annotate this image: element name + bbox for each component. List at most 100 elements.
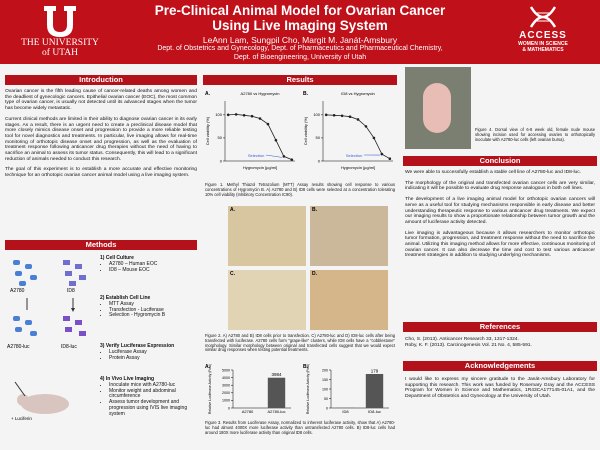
y-tick-label: 50: [316, 135, 321, 140]
y-tick-label: 0: [228, 406, 230, 410]
panel-label: A.: [205, 364, 211, 370]
step-item: Monitor weight and abdominal circumferen…: [109, 388, 197, 401]
value-label: 179: [371, 368, 379, 373]
panel-label: B.: [303, 364, 309, 370]
step-item: Transfection - Luciferase: [109, 307, 197, 314]
data-point: [340, 114, 344, 118]
title-block: Pre-Clinical Animal Model for Ovarian Ca…: [120, 3, 480, 62]
chart-title: A2780 vs Hygromycin: [241, 91, 280, 96]
data-point: [282, 155, 286, 158]
y-tick-label: 200: [322, 368, 328, 372]
data-point: [364, 125, 368, 128]
panel-label: D.: [312, 271, 317, 277]
annotation: Selection: [248, 153, 264, 158]
panel-label: B.: [312, 207, 317, 213]
data-point: [234, 113, 238, 116]
bar: [267, 377, 286, 408]
chart-title: ID8 vs Hygromycin: [341, 91, 375, 96]
panel-label: C.: [230, 271, 235, 277]
paragraph: The goal of this experiment is to establ…: [5, 167, 197, 179]
y-tick-label: 150: [322, 378, 328, 382]
header: [0, 0, 600, 64]
y-tick-label: 5000: [222, 368, 230, 372]
panel-label: A.: [205, 91, 211, 97]
logo-text: THE UNIVERSITY: [21, 38, 99, 48]
section-heading: Conclusion: [403, 156, 597, 166]
step-number: 3): [100, 343, 105, 349]
section-heading: Methods: [5, 240, 197, 250]
step-item: Assess tumor development and progression…: [109, 399, 197, 417]
acknowledgements-text: I would like to express my sincere grati…: [405, 377, 595, 400]
annotation: Selection: [346, 153, 362, 158]
university-logo: [44, 6, 76, 37]
paragraph: Current clinical methods are limited in …: [5, 116, 197, 162]
step-title: In Vivo Live Imaging: [105, 376, 155, 382]
y-tick-label: 0: [318, 158, 321, 163]
chart: A. A2780 vs Hygromycin 0 50 100 Cell viabilit…: [205, 91, 295, 170]
data-point: [242, 114, 246, 117]
authors: LeAnn Lam, Sungpil Cho, Margit M. Janát-…: [202, 35, 398, 45]
step-title: Establish Cell Line: [105, 295, 151, 301]
reference: Cho, S. (2013). Anticancer Research 33, …: [405, 337, 519, 342]
panel-label: B.: [303, 91, 309, 97]
intro-text: Ovarian cancer is the fifth leading caus…: [5, 89, 197, 184]
step-item: Luciferase Assay: [109, 349, 197, 356]
bar: [365, 373, 384, 408]
university-name: THE UNIVERSITY of UTAH: [8, 38, 112, 58]
y-axis-label: Cell viability (%): [303, 116, 308, 145]
x-tick-label: A2780: [242, 409, 254, 414]
step-item: MTT Assay: [109, 301, 197, 308]
cell-label: A2780-luc: [7, 344, 30, 350]
y-tick-label: 0: [326, 406, 328, 410]
step-item: ID8 – Mouse EOC: [109, 267, 197, 274]
data-point: [274, 138, 278, 142]
y-tick-label: 2000: [222, 391, 230, 395]
y-axis-label: Relative Luciferase Activity (Fold): [208, 364, 212, 414]
caption: Figure 3. Results from Luciferase Assay,…: [205, 420, 395, 435]
step-title: Verify Luciferase Expression: [105, 343, 175, 349]
data-point: [388, 157, 392, 160]
y-tick-label: 50: [218, 135, 223, 140]
step-item: Selection - Hygromycin B: [109, 313, 197, 319]
method-step: 1) Cell CultureA2780 – Human EOCID8 – Mo…: [100, 255, 197, 274]
annotation-arrow: [265, 154, 282, 158]
method-step: 4) In Vivo Live ImagingInoculate mice wi…: [100, 376, 197, 418]
section-heading: Acknowledgements: [403, 361, 597, 371]
step-item: Protein Assay: [109, 355, 197, 362]
step-number: 1): [100, 255, 105, 261]
y-axis-label: Relative Luciferase Activity (Fold): [306, 364, 310, 414]
methods-diagram: [13, 260, 86, 414]
y-tick-label: 50: [324, 397, 328, 401]
data-point: [332, 114, 336, 117]
y-tick-label: 3000: [222, 384, 230, 388]
step-number: 2): [100, 295, 105, 301]
y-tick-label: 100: [313, 112, 320, 117]
panel-label: A.: [230, 207, 235, 213]
y-axis-label: Cell viability (%): [205, 116, 210, 145]
access-text: ACCESS WOMEN IN SCIENCE & MATHEMATICS: [505, 30, 581, 53]
title: Pre-Clinical Animal Model for Ovarian Ca…: [154, 3, 446, 18]
y-tick-label: 0: [220, 158, 223, 163]
method-step: 3) Verify Luciferase ExpressionLuciferas…: [100, 343, 197, 362]
micrograph: [228, 270, 306, 330]
paragraph: The morphology of the original and trans…: [405, 180, 595, 192]
step-number: 4): [100, 376, 105, 382]
logo-text: of UTAH: [42, 48, 78, 58]
x-tick-label: ID8: [342, 409, 349, 414]
chart: A. 0 1000 2000 3000 4000 5000 Relative Lucifera…: [205, 364, 291, 414]
data-point: [324, 113, 328, 117]
y-tick-label: 1000: [222, 399, 230, 403]
micrograph: [228, 206, 306, 266]
title: Using Live Imaging System: [212, 18, 388, 33]
x-axis-label: Hygromycin [µg/ml]: [341, 165, 375, 170]
affiliation: Dept. of Bioengineering, University of U…: [233, 53, 367, 61]
conclusion-text: We were able to successfully establish a…: [405, 170, 595, 264]
method-step: 2) Establish Cell LineMTT AssayTransfect…: [100, 295, 197, 319]
chart: B. 0 50 100 150 200 Relative Luciferase Activi…: [303, 364, 389, 414]
reference: Roby, K. F. (2013). Carcinogenesis Vol. …: [405, 342, 532, 348]
data-point: [348, 115, 352, 118]
paragraph: Ovarian cancer is the fifth leading caus…: [5, 89, 197, 112]
y-tick-label: 100: [215, 112, 222, 117]
caption: Figure 4. Dorsal view of 6-8 week old, f…: [475, 127, 595, 142]
